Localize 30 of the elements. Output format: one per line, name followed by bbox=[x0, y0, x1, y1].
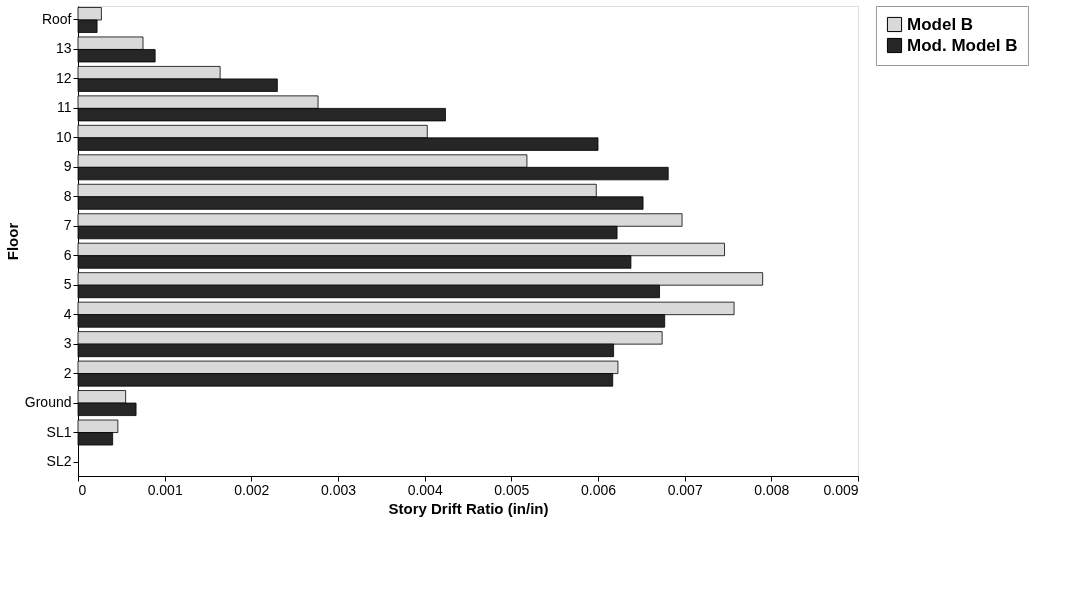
x-axis-title: Story Drift Ratio (in/in) bbox=[388, 499, 549, 517]
x-tick-label: 0.006 bbox=[580, 481, 617, 498]
y-tick-label: 8 bbox=[63, 187, 72, 204]
x-tick-label: 0.004 bbox=[407, 481, 443, 498]
y-tick-label: 6 bbox=[63, 246, 72, 263]
y-tick-label: 10 bbox=[55, 128, 72, 145]
y-tick-label: 13 bbox=[55, 40, 72, 57]
x-tick-label: 0.001 bbox=[147, 481, 183, 498]
y-tick-label: 3 bbox=[63, 335, 72, 352]
legend-label: Mod. Model B bbox=[907, 35, 1018, 55]
x-tick-label: 0.005 bbox=[494, 481, 530, 498]
y-tick-label: 7 bbox=[63, 217, 72, 234]
legend-label: Model B bbox=[907, 14, 974, 34]
x-tick-label: 0.009 bbox=[823, 481, 859, 498]
y-tick-label: SL2 bbox=[46, 453, 72, 469]
x-tick-label: 0.002 bbox=[234, 481, 270, 498]
y-axis-title: Floor bbox=[3, 222, 21, 261]
x-tick-label: 0.008 bbox=[754, 481, 790, 498]
y-tick-label: 9 bbox=[63, 158, 72, 175]
y-tick-label: 4 bbox=[63, 305, 72, 322]
y-tick-label: 2 bbox=[63, 364, 72, 381]
x-tick-label: 0.007 bbox=[667, 481, 703, 498]
x-tick-label: 0 bbox=[78, 481, 87, 498]
y-tick-label: 12 bbox=[55, 69, 72, 86]
y-tick-label: SL1 bbox=[46, 423, 72, 440]
y-tick-label: Roof bbox=[41, 11, 72, 27]
x-tick-label: 0.003 bbox=[320, 481, 357, 498]
y-tick-label: Ground bbox=[24, 394, 72, 411]
y-tick-label: 11 bbox=[56, 99, 72, 116]
y-tick-label: 5 bbox=[63, 276, 72, 293]
